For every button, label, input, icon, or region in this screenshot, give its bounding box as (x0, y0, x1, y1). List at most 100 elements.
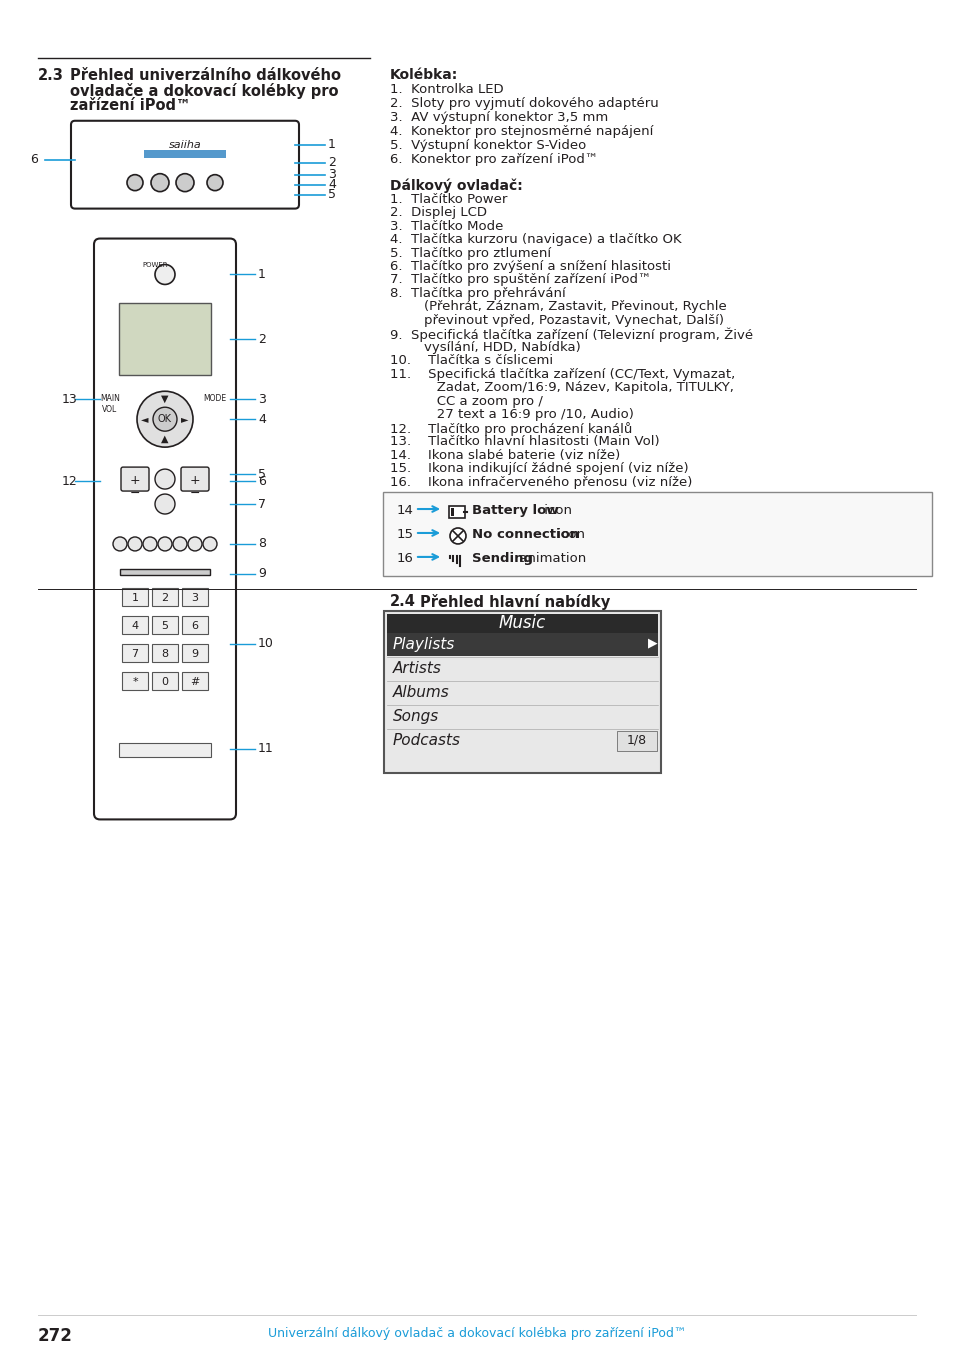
Text: 5.  Výstupní konektor S-Video: 5. Výstupní konektor S-Video (390, 139, 586, 151)
FancyBboxPatch shape (182, 644, 208, 662)
Text: MODE: MODE (203, 394, 226, 404)
Text: 12: 12 (62, 475, 77, 487)
Text: 10: 10 (257, 637, 274, 651)
Text: Albums: Albums (393, 684, 449, 699)
Text: 13.    Tlačítko hlavní hlasitosti (Main Vol): 13. Tlačítko hlavní hlasitosti (Main Vol… (390, 435, 659, 448)
Text: 4: 4 (257, 413, 266, 425)
Circle shape (151, 174, 169, 192)
FancyBboxPatch shape (122, 587, 148, 606)
Text: 7.  Tlačítko pro spuštění zařízení iPod™: 7. Tlačítko pro spuštění zařízení iPod™ (390, 274, 651, 286)
Text: Podcasts: Podcasts (393, 733, 460, 748)
Text: převinout vpřed, Pozastavit, Vynechat, Další): převinout vpřed, Pozastavit, Vynechat, D… (390, 315, 723, 327)
Circle shape (207, 174, 223, 190)
Text: 15: 15 (396, 528, 414, 541)
Text: −: − (190, 487, 200, 500)
FancyBboxPatch shape (182, 672, 208, 690)
Text: 6: 6 (257, 475, 266, 487)
Circle shape (143, 537, 157, 551)
Text: 2: 2 (161, 593, 169, 603)
Circle shape (152, 408, 177, 431)
Circle shape (188, 537, 202, 551)
Text: 3: 3 (257, 393, 266, 406)
Text: animation: animation (515, 552, 586, 564)
FancyBboxPatch shape (451, 508, 454, 516)
Text: 9.  Specifická tlačítka zařízení (Televizní program, Živé: 9. Specifická tlačítka zařízení (Televiz… (390, 327, 752, 342)
Text: 8: 8 (161, 649, 169, 659)
Text: 0: 0 (161, 676, 169, 687)
FancyBboxPatch shape (182, 616, 208, 633)
Text: +: + (130, 474, 140, 487)
Text: icon: icon (539, 504, 572, 517)
Text: Songs: Songs (393, 709, 438, 724)
Text: 9: 9 (257, 567, 266, 580)
Text: 2: 2 (328, 157, 335, 169)
Text: 2.4: 2.4 (390, 594, 416, 609)
Text: 11.    Specifická tlačítka zařízení (CC/Text, Vymazat,: 11. Specifická tlačítka zařízení (CC/Tex… (390, 367, 735, 381)
Text: 7: 7 (257, 498, 266, 510)
Text: 5: 5 (257, 467, 266, 481)
Text: 5: 5 (328, 188, 335, 201)
Text: 5: 5 (161, 621, 169, 630)
Text: 1/8: 1/8 (626, 733, 646, 747)
Text: ►: ► (181, 414, 189, 424)
FancyBboxPatch shape (617, 730, 657, 751)
Text: Battery low: Battery low (472, 504, 558, 517)
Text: 6.  Konektor pro zařízení iPod™: 6. Konektor pro zařízení iPod™ (390, 153, 598, 166)
Text: 3: 3 (192, 593, 198, 603)
Text: 4.  Tlačítka kurzoru (navigace) a tlačítko OK: 4. Tlačítka kurzoru (navigace) a tlačítk… (390, 234, 680, 246)
FancyBboxPatch shape (152, 616, 178, 633)
Text: 14.    Ikona slabé baterie (viz níže): 14. Ikona slabé baterie (viz níže) (390, 448, 619, 462)
Text: 2.3: 2.3 (38, 68, 64, 82)
Text: −: − (130, 487, 140, 500)
FancyBboxPatch shape (120, 568, 210, 575)
Text: Sending: Sending (472, 552, 533, 564)
Text: ▲: ▲ (161, 435, 169, 444)
FancyBboxPatch shape (94, 239, 235, 819)
FancyBboxPatch shape (122, 672, 148, 690)
FancyBboxPatch shape (71, 120, 298, 209)
Text: Playlists: Playlists (393, 637, 455, 652)
FancyBboxPatch shape (122, 616, 148, 633)
FancyBboxPatch shape (181, 467, 209, 491)
FancyBboxPatch shape (152, 672, 178, 690)
Text: +: + (190, 474, 200, 487)
Text: 4.  Konektor pro stejnosměrné napájení: 4. Konektor pro stejnosměrné napájení (390, 124, 653, 138)
Text: 2: 2 (257, 333, 266, 346)
Text: saiiha: saiiha (169, 140, 201, 150)
Circle shape (128, 537, 142, 551)
Circle shape (112, 537, 127, 551)
Text: 15.    Ikona indikující žádné spojení (viz níže): 15. Ikona indikující žádné spojení (viz … (390, 462, 688, 475)
Text: icon: icon (552, 528, 584, 541)
FancyBboxPatch shape (119, 304, 211, 375)
Circle shape (137, 392, 193, 447)
Text: POWER: POWER (142, 262, 168, 269)
Circle shape (175, 174, 193, 192)
FancyBboxPatch shape (119, 743, 211, 756)
Circle shape (154, 494, 174, 514)
Text: Music: Music (498, 614, 545, 632)
Text: 2.  Displej LCD: 2. Displej LCD (390, 207, 486, 219)
FancyBboxPatch shape (449, 506, 464, 518)
Text: OK: OK (158, 414, 172, 424)
Circle shape (172, 537, 187, 551)
Text: Kolébka:: Kolébka: (390, 68, 457, 82)
FancyBboxPatch shape (152, 644, 178, 662)
Text: 16.    Ikona infračerveného přenosu (viz níže): 16. Ikona infračerveného přenosu (viz ní… (390, 475, 692, 489)
Text: ovladače a dokovací kolébky pro: ovladače a dokovací kolébky pro (70, 82, 338, 99)
Text: 4: 4 (328, 178, 335, 192)
Text: 1: 1 (257, 267, 266, 281)
Circle shape (154, 265, 174, 285)
FancyBboxPatch shape (121, 467, 149, 491)
Text: zařízení iPod™: zařízení iPod™ (70, 97, 191, 113)
Circle shape (127, 174, 143, 190)
Text: 14: 14 (396, 504, 414, 517)
Text: 6.  Tlačítko pro zvýšení a snížení hlasitosti: 6. Tlačítko pro zvýšení a snížení hlasit… (390, 261, 670, 273)
Text: Přehled univerzálního dálkového: Přehled univerzálního dálkového (70, 68, 340, 82)
Text: 7: 7 (132, 649, 138, 659)
Text: Zadat, Zoom/16:9, Název, Kapitola, TITULKY,: Zadat, Zoom/16:9, Název, Kapitola, TITUL… (390, 381, 733, 394)
Text: 9: 9 (192, 649, 198, 659)
Text: 2.  Sloty pro vyjmutí dokového adaptéru: 2. Sloty pro vyjmutí dokového adaptéru (390, 97, 659, 109)
Text: *: * (132, 676, 137, 687)
Text: 10.    Tlačítka s číslicemi: 10. Tlačítka s číslicemi (390, 354, 553, 367)
Text: MAIN
VOL: MAIN VOL (100, 394, 120, 413)
